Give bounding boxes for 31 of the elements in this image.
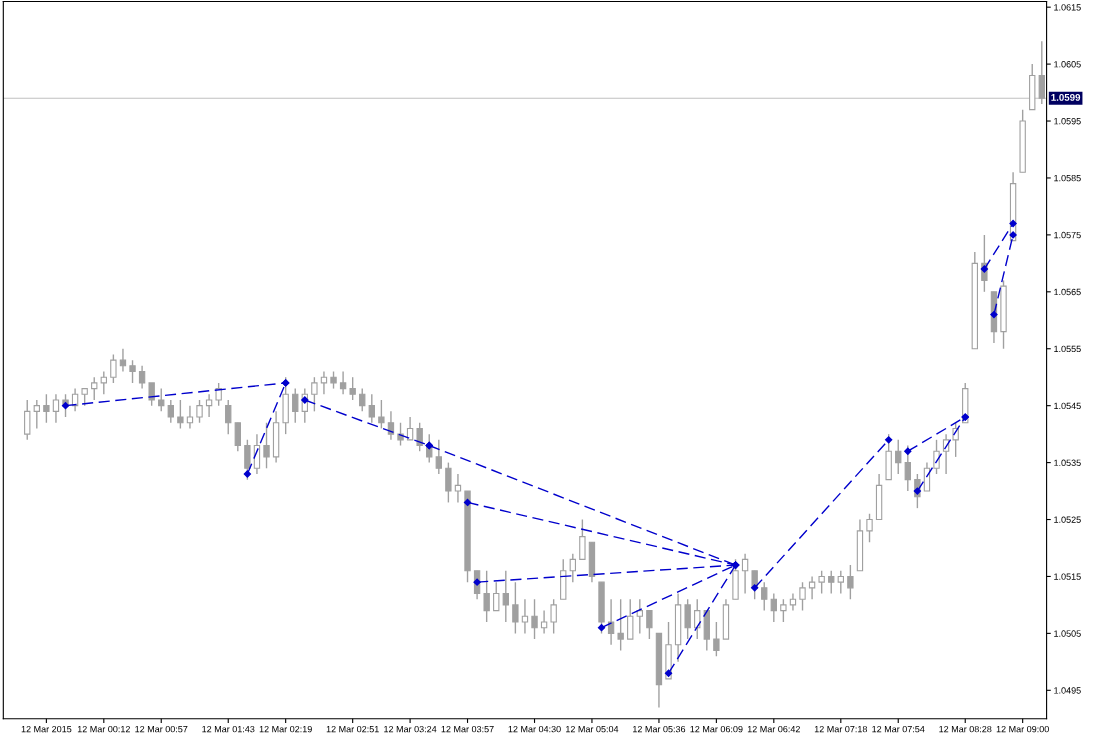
y-tick-label: 1.0605 xyxy=(1054,61,1081,68)
x-tick-label: 12 Mar 06:09 xyxy=(690,725,743,733)
y-tick-label: 1.0595 xyxy=(1054,118,1081,125)
x-tick-label: 12 Mar 06:42 xyxy=(747,725,800,733)
y-tick-label: 1.0515 xyxy=(1054,573,1081,580)
x-tick-label: 12 Mar 09:00 xyxy=(996,725,1049,733)
x-tick-label: 12 Mar 01:43 xyxy=(202,725,255,733)
x-tick-label: 12 Mar 02:19 xyxy=(259,725,312,733)
ref-line-label: 1.0599 xyxy=(1051,93,1081,101)
x-tick-label: 12 Mar 02:51 xyxy=(326,725,379,733)
y-tick-label: 1.0535 xyxy=(1054,459,1081,466)
y-tick-label: 1.0505 xyxy=(1054,630,1081,637)
y-tick-label: 1.0495 xyxy=(1054,687,1081,694)
x-tick-label: 12 Mar 04:30 xyxy=(508,725,561,733)
x-tick-label: 12 Mar 08:28 xyxy=(939,725,992,733)
x-tick-label: 12 Mar 00:57 xyxy=(135,725,188,733)
x-tick-label: 12 Mar 07:18 xyxy=(814,725,868,733)
y-tick-label: 1.0555 xyxy=(1054,345,1081,353)
y-tick-label: 1.0545 xyxy=(1054,402,1081,410)
y-tick-label: 1.0525 xyxy=(1054,516,1081,523)
x-tick-label: 12 Mar 05:36 xyxy=(633,725,686,733)
x-tick-label: 12 Mar 2015 xyxy=(21,725,72,733)
x-tick-label: 12 Mar 00:12 xyxy=(77,725,130,733)
y-tick-label: 1.0615 xyxy=(1054,4,1081,11)
x-tick-label: 12 Mar 03:57 xyxy=(441,725,494,733)
y-tick-label: 1.0565 xyxy=(1054,288,1081,296)
x-tick-label: 12 Mar 07:54 xyxy=(872,725,925,733)
x-tick-label: 12 Mar 05:04 xyxy=(566,725,619,733)
x-tick-label: 12 Mar 03:24 xyxy=(384,725,437,733)
y-tick-label: 1.0575 xyxy=(1054,231,1081,239)
y-tick-label: 1.0585 xyxy=(1054,174,1081,182)
